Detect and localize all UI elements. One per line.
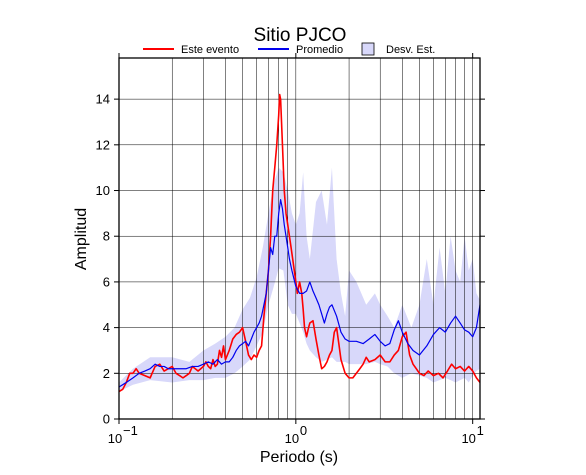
x-tick-label: 10 <box>461 431 475 446</box>
y-tick-label: 10 <box>96 183 110 198</box>
chart-legend: Este evento Promedio Desv. Est. <box>143 42 435 56</box>
std-dev-band-area <box>119 167 480 392</box>
legend-swatch-desv-est <box>361 42 375 56</box>
x-axis-label: Periodo (s) <box>260 449 338 466</box>
y-tick-label: 6 <box>103 274 110 289</box>
series-line-promedio <box>118 199 481 388</box>
series-line-este-evento <box>118 93 481 393</box>
y-tick-label: 12 <box>96 137 110 152</box>
plot-border <box>118 57 481 420</box>
y-tick-label: 8 <box>103 229 110 244</box>
y-tick-label: 2 <box>103 366 110 381</box>
legend-label-desv-est: Desv. Est. <box>386 44 435 56</box>
x-tick-exponent: 1 <box>477 423 484 438</box>
chart-title: Sitio PJCO <box>254 25 347 46</box>
x-tick-label: 10 <box>285 431 299 446</box>
series-lines <box>118 93 481 393</box>
y-axis-label: Amplitud <box>73 208 90 270</box>
y-tick-label: 0 <box>103 412 110 427</box>
y-tick-label: 14 <box>96 92 110 107</box>
x-tick-label: 10 <box>108 431 122 446</box>
x-tick-exponent: −1 <box>123 423 138 438</box>
y-tick-label: 4 <box>103 320 110 335</box>
x-tick-exponent: 0 <box>300 423 307 438</box>
std-dev-band <box>119 167 480 392</box>
legend-label-este-evento: Este evento <box>181 44 239 56</box>
legend-label-promedio: Promedio <box>296 44 343 56</box>
plot-frame <box>114 53 485 424</box>
